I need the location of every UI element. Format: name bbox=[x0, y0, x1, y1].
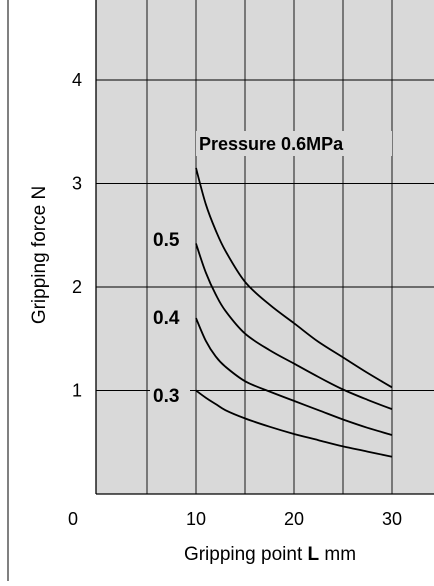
series-line-1 bbox=[195, 243, 393, 410]
series-label-bg-0 bbox=[196, 131, 392, 156]
series-line-2 bbox=[195, 317, 393, 436]
x-tick-label-10: 10 bbox=[186, 509, 206, 529]
x-tick-label-30: 30 bbox=[382, 509, 402, 529]
series-label-2: 0.4 bbox=[153, 308, 180, 329]
x-axis-label-unit: mm bbox=[319, 544, 356, 565]
x-axis-label: Gripping point L mm bbox=[184, 544, 356, 565]
series-line-0 bbox=[195, 167, 393, 389]
series-line-3 bbox=[195, 389, 393, 458]
x-axis-label-symbol: L bbox=[308, 544, 320, 565]
series-label-0: Pressure 0.6MPa bbox=[199, 134, 344, 154]
y-tick-label-2: 2 bbox=[72, 277, 82, 297]
series-label-bg-1 bbox=[150, 227, 190, 252]
y-tick-label-1: 1 bbox=[72, 381, 82, 401]
x-axis-label-text: Gripping point bbox=[184, 544, 308, 565]
x-tick-label-20: 20 bbox=[284, 509, 304, 529]
series-label-bg-2 bbox=[150, 305, 190, 330]
x-tick-label-0: 0 bbox=[68, 509, 78, 529]
series-label-bg-3 bbox=[150, 383, 190, 408]
y-axis-label: Gripping force N bbox=[29, 186, 50, 324]
series-label-1: 0.5 bbox=[153, 230, 180, 251]
y-tick-label-3: 3 bbox=[72, 174, 82, 194]
series-label-3: 0.3 bbox=[153, 386, 179, 407]
y-tick-label-4: 4 bbox=[72, 70, 82, 90]
